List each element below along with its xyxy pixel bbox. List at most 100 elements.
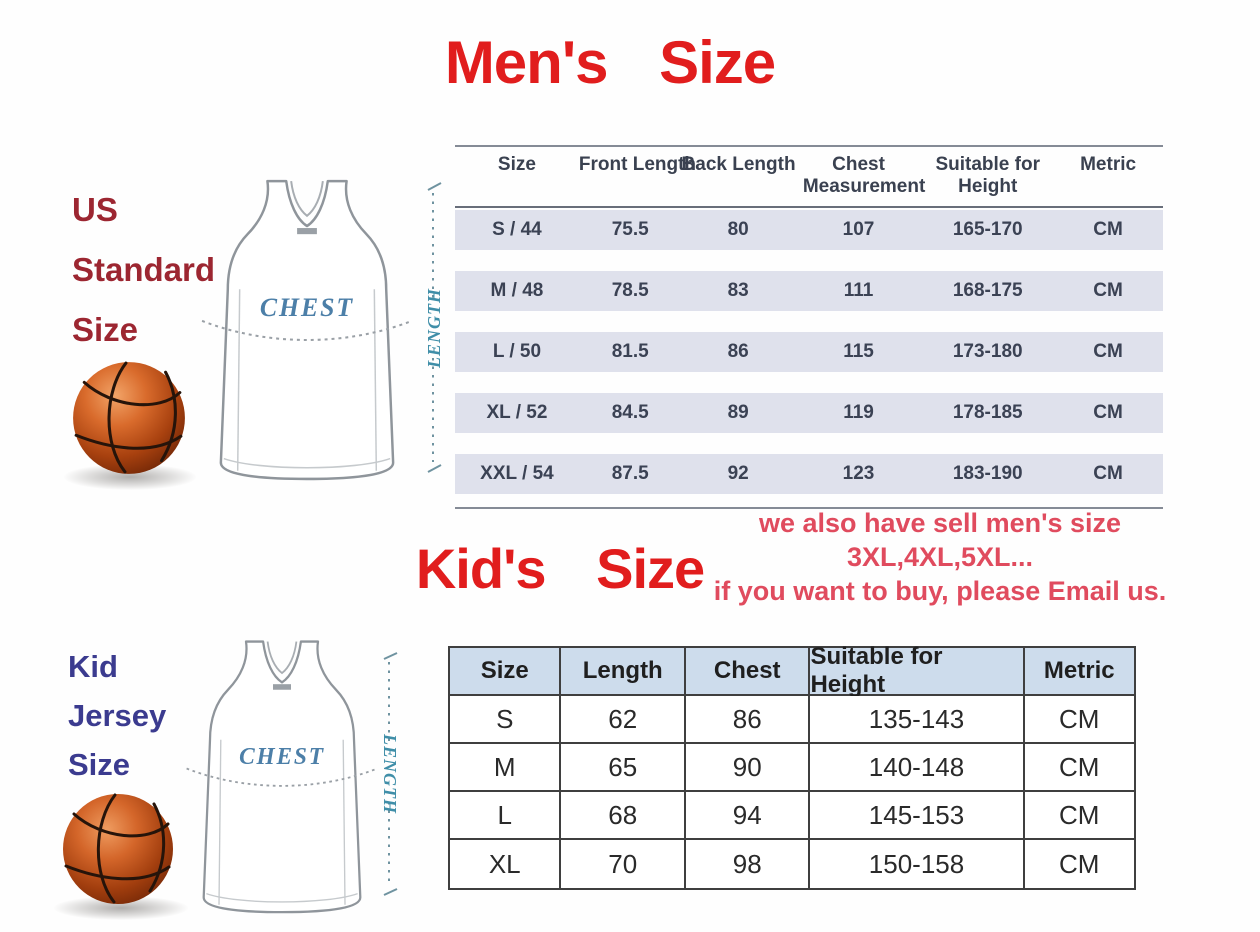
cell-height: 178-185 xyxy=(952,402,1023,423)
cell-height: 183-190 xyxy=(952,463,1023,484)
column-header: Size xyxy=(450,648,562,696)
kids-table-header-row: Size Length Chest Suitable for Height Me… xyxy=(450,643,1134,698)
cell-size: S / 44 xyxy=(492,219,542,240)
kids-size-table: Size Length Chest Suitable for Height Me… xyxy=(448,643,1136,890)
cell-metric: CM xyxy=(1024,792,1134,840)
cell-chest: 98 xyxy=(685,840,811,888)
table-row: S / 44 75.5 80 107 165-170 CM xyxy=(455,210,1163,250)
cell-metric: CM xyxy=(1093,341,1123,362)
basketball-image xyxy=(73,361,185,474)
plus-size-note: we also have sell men's size 3XL,4XL,5XL… xyxy=(700,506,1180,608)
column-header: Back Length xyxy=(681,154,796,175)
table-row: XL / 52 84.5 89 119 178-185 CM xyxy=(455,393,1163,433)
cell-chest: 86 xyxy=(685,696,811,744)
cell-metric: CM xyxy=(1093,463,1123,484)
column-header: Chest xyxy=(685,648,811,696)
cell-front-length: 75.5 xyxy=(611,219,649,240)
cell-size: L / 50 xyxy=(492,341,542,362)
column-header: Suitable for Height xyxy=(935,154,1040,197)
table-row: L / 50 81.5 86 115 173-180 CM xyxy=(455,332,1163,372)
column-header: Metric xyxy=(1024,648,1134,696)
side-label-line: Size xyxy=(72,311,139,348)
chest-measure-dashed-line xyxy=(201,319,413,341)
cell-size: XXL / 54 xyxy=(480,463,554,484)
cell-back-length: 86 xyxy=(727,341,749,362)
chest-label: CHEST xyxy=(239,744,325,770)
column-header: Length xyxy=(561,648,686,696)
mens-size-title: Men's Size xyxy=(444,29,776,96)
table-bottom-border xyxy=(455,507,1163,509)
cell-back-length: 89 xyxy=(727,402,749,423)
cell-size: XL xyxy=(450,840,562,888)
cell-length: 65 xyxy=(561,744,686,792)
cell-height: 150-158 xyxy=(810,840,1025,888)
side-label-line: Standard xyxy=(72,251,216,288)
note-line: if you want to buy, please Email us. xyxy=(713,576,1167,606)
cell-height: 165-170 xyxy=(952,219,1023,240)
cell-height: 140-148 xyxy=(810,744,1025,792)
header-divider xyxy=(455,206,1163,208)
table-top-border xyxy=(455,145,1163,147)
cell-chest: 107 xyxy=(842,219,875,240)
cell-height: 173-180 xyxy=(952,341,1023,362)
cell-height: 168-175 xyxy=(952,280,1023,301)
cell-size: S xyxy=(450,696,562,744)
cell-chest: 115 xyxy=(843,341,874,362)
cell-metric: CM xyxy=(1093,402,1123,423)
kid-jersey-size-label: Kid Jersey Size xyxy=(68,642,166,789)
cell-front-length: 87.5 xyxy=(611,463,649,484)
cell-size: M xyxy=(450,744,562,792)
cell-chest: 111 xyxy=(843,280,874,301)
table-row: S 62 86 135-143 CM xyxy=(450,696,1134,744)
jersey-outline xyxy=(219,179,395,481)
cell-chest: 123 xyxy=(842,463,875,484)
column-header: Size xyxy=(497,154,536,175)
table-row: L 68 94 145-153 CM xyxy=(450,792,1134,840)
cell-metric: CM xyxy=(1024,696,1134,744)
column-header: Metric xyxy=(1080,154,1137,175)
cell-length: 70 xyxy=(561,840,686,888)
column-header: Suitable for Height xyxy=(810,643,1025,698)
kids-length-measure: LENGTH xyxy=(380,652,400,896)
cell-front-length: 84.5 xyxy=(611,402,649,423)
cell-length: 62 xyxy=(561,696,686,744)
length-label: LENGTH xyxy=(424,288,444,369)
cell-size: M / 48 xyxy=(490,280,544,301)
chest-measure-dashed-line xyxy=(186,767,378,787)
cell-front-length: 81.5 xyxy=(611,341,649,362)
note-line: we also have sell men's size 3XL,4XL,5XL… xyxy=(758,508,1122,572)
mens-length-measure: LENGTH xyxy=(424,182,444,473)
mens-size-table: Size Front Length Back Length Chest Meas… xyxy=(455,145,1163,509)
cell-front-length: 78.5 xyxy=(611,280,649,301)
cell-length: 68 xyxy=(561,792,686,840)
cell-chest: 90 xyxy=(685,744,811,792)
cell-chest: 94 xyxy=(685,792,811,840)
table-row: M / 48 78.5 83 111 168-175 CM xyxy=(455,271,1163,311)
side-label-line: US xyxy=(72,191,118,228)
cell-metric: CM xyxy=(1093,280,1123,301)
cell-back-length: 83 xyxy=(727,280,749,301)
mens-table-header-row: Size Front Length Back Length Chest Meas… xyxy=(455,147,1163,206)
cell-height: 135-143 xyxy=(810,696,1025,744)
cell-back-length: 92 xyxy=(727,463,749,484)
cell-chest: 119 xyxy=(843,402,874,423)
cell-metric: CM xyxy=(1024,840,1134,888)
column-header: Chest Measurement xyxy=(802,154,926,197)
chest-label: CHEST xyxy=(260,292,354,321)
jersey-outline xyxy=(202,640,362,914)
side-label-line: Size xyxy=(68,747,131,782)
mens-jersey-diagram: CHEST xyxy=(201,179,413,481)
us-standard-size-label: US Standard Size xyxy=(72,180,215,360)
table-row: XXL / 54 87.5 92 123 183-190 CM xyxy=(455,454,1163,494)
table-row: XL 70 98 150-158 CM xyxy=(450,840,1134,888)
kids-size-title: Kid's Size xyxy=(415,537,705,600)
column-header: Front Length xyxy=(578,154,697,175)
cell-back-length: 80 xyxy=(727,219,749,240)
cell-size: XL / 52 xyxy=(486,402,548,423)
side-label-line: Kid xyxy=(68,649,118,684)
cell-height: 145-153 xyxy=(810,792,1025,840)
cell-metric: CM xyxy=(1093,219,1123,240)
basketball-image xyxy=(63,793,173,904)
kids-jersey-diagram: CHEST xyxy=(186,640,378,914)
